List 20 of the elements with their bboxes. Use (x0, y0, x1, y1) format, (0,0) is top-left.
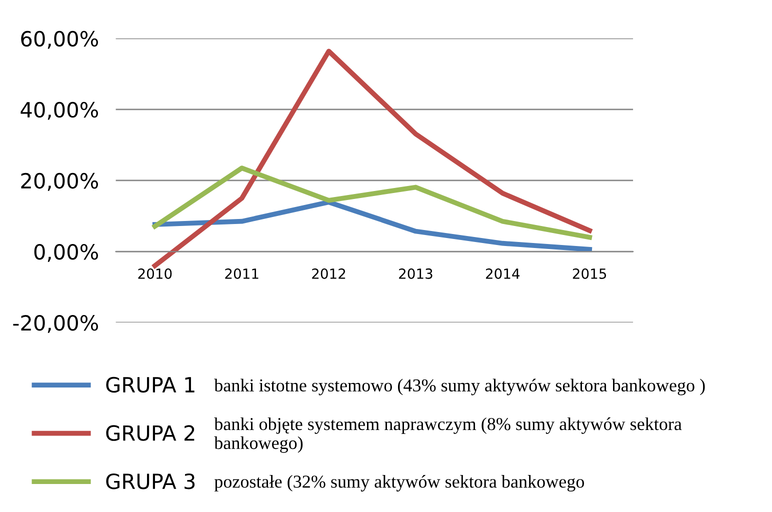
x-tick-label: 2012 (312, 268, 346, 279)
x-tick-label: 2014 (486, 268, 520, 279)
x-tick-label: 2010 (138, 268, 172, 279)
y-tick-label: 20,00% (21, 172, 98, 191)
x-tick-label: 2011 (225, 268, 258, 279)
x-tick-label: 2015 (572, 268, 606, 279)
y-tick-label: -20,00% (13, 315, 98, 333)
text: banki istotne systemowo (43% sumy aktywów sektora bankowego ) (214, 378, 705, 396)
y-tick-label: 60,00% (21, 30, 98, 49)
y-tick-label: 40,00% (20, 102, 98, 120)
line-series (152, 48, 592, 268)
text: banki objęte systemem naprawczym (8% sumy aktywów sektora bankowego) (214, 417, 682, 453)
legend-label: GRUPA 2 (106, 425, 194, 441)
y-tick-label: 0,00% (34, 244, 98, 262)
legend-label: GRUPA 1 (106, 376, 194, 393)
legend-label: GRUPA 3 (106, 473, 195, 490)
line-series (152, 166, 592, 240)
text: pozostałe (32% sumy aktywów sektora bankowego (214, 475, 584, 492)
x-tick-label: 2013 (399, 268, 432, 279)
line-series (152, 200, 592, 252)
